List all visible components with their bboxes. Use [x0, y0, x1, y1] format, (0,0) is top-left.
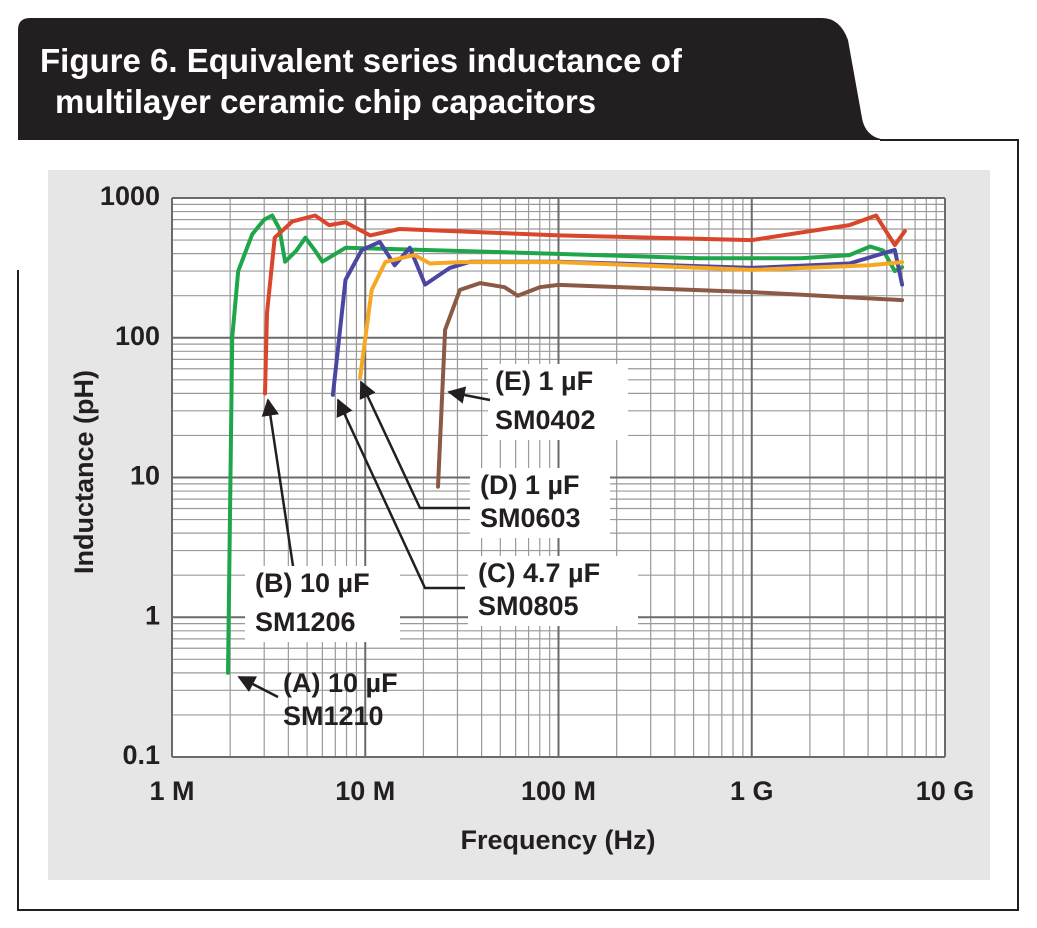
- lines: [226, 213, 907, 675]
- annotation-bg: [470, 468, 610, 538]
- chart-title: multilayer ceramic chip capacitors: [55, 83, 596, 120]
- x-axis-title: Frequency (Hz): [460, 825, 655, 855]
- grid: [171, 197, 946, 758]
- annotation-label: (D) 1 µF: [480, 470, 580, 500]
- annotation-bg: [488, 364, 628, 440]
- y-tick-label: 1: [145, 600, 160, 630]
- x-tick-label: 10 M: [335, 776, 395, 806]
- frame: [17, 139, 1019, 911]
- annotation-label: (B) 10 µF: [255, 568, 370, 598]
- series-line: [226, 213, 905, 675]
- series-line: [436, 281, 905, 489]
- annotation-bg: [245, 566, 400, 642]
- annotation-label: SM1206: [255, 607, 356, 637]
- annotation-label: SM1210: [283, 701, 384, 731]
- y-tick-label: 100: [115, 321, 160, 351]
- series-line: [358, 253, 905, 380]
- annotation-label: SM0805: [478, 591, 579, 621]
- chart-title: Figure 6. Equivalent series inductance o…: [40, 42, 683, 79]
- annotation-label: SM0603: [480, 503, 581, 533]
- annotation-arrow: [359, 380, 470, 510]
- x-tick-label: 1 G: [730, 776, 774, 806]
- annotation-arrow: [447, 386, 491, 404]
- annotation-label: (A) 10 µF: [283, 668, 398, 698]
- title-tab: [18, 18, 890, 140]
- x-tick-label: 10 G: [916, 776, 975, 806]
- annotation-bg: [468, 556, 638, 626]
- annotation-label: SM0402: [495, 405, 596, 435]
- x-tick-label: 1 M: [149, 776, 194, 806]
- annotation-label: (C) 4.7 µF: [478, 558, 600, 588]
- series-line: [330, 239, 905, 397]
- annotation-arrow: [336, 398, 465, 590]
- y-tick-label: 10: [130, 461, 160, 491]
- annotation-arrow: [261, 398, 295, 567]
- annotation-arrow: [237, 675, 279, 699]
- x-tick-label: 100 M: [521, 776, 596, 806]
- annotation-label: (E) 1 µF: [495, 366, 593, 396]
- series-line: [263, 213, 907, 396]
- y-axis-title: Inductance (pH): [69, 370, 99, 574]
- y-tick-label: 1000: [100, 181, 160, 211]
- y-tick-label: 0.1: [122, 740, 160, 770]
